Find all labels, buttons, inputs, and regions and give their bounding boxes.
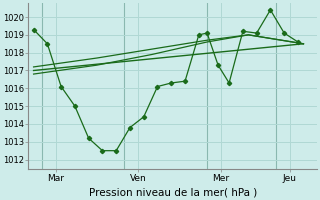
X-axis label: Pression niveau de la mer( hPa ): Pression niveau de la mer( hPa ) [89,187,257,197]
